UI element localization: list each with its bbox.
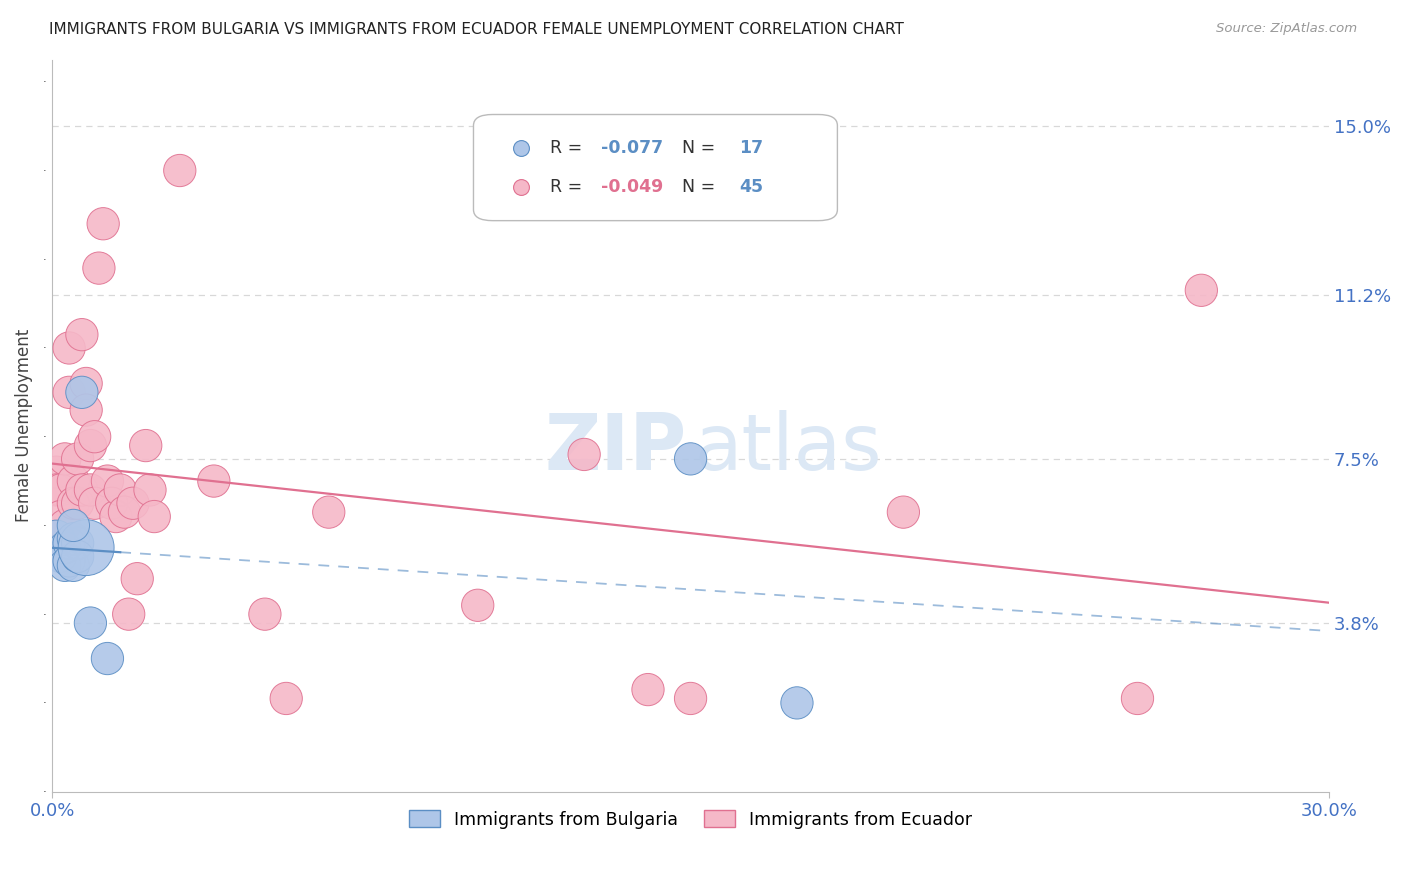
Point	[58, 385, 80, 400]
Point	[100, 496, 122, 510]
Text: 45: 45	[740, 178, 763, 196]
Point	[127, 572, 149, 586]
Point	[679, 451, 702, 466]
Point	[318, 505, 340, 519]
Point	[45, 483, 67, 497]
Point	[62, 496, 84, 510]
Text: ZIP: ZIP	[544, 409, 686, 485]
Point	[122, 496, 145, 510]
Point	[96, 651, 118, 665]
Text: R =: R =	[550, 139, 588, 157]
Point	[66, 536, 89, 550]
Point	[79, 615, 101, 630]
Point	[139, 483, 162, 497]
Point	[75, 541, 97, 555]
Point	[83, 430, 105, 444]
Point	[104, 509, 127, 524]
Point	[637, 682, 659, 697]
Text: N =: N =	[672, 139, 721, 157]
Point	[53, 518, 76, 533]
Point	[83, 496, 105, 510]
Y-axis label: Female Unemployment: Female Unemployment	[15, 329, 32, 522]
Point	[143, 509, 166, 524]
Point	[49, 549, 72, 564]
Point	[1126, 691, 1149, 706]
Point	[62, 518, 84, 533]
Point	[62, 532, 84, 546]
Point	[53, 558, 76, 573]
Point	[679, 691, 702, 706]
Point	[45, 465, 67, 479]
Point	[96, 474, 118, 488]
Text: Source: ZipAtlas.com: Source: ZipAtlas.com	[1216, 22, 1357, 36]
Point	[91, 217, 114, 231]
Text: 17: 17	[740, 139, 763, 157]
Point	[58, 536, 80, 550]
Text: atlas: atlas	[695, 409, 882, 485]
Text: N =: N =	[672, 178, 721, 196]
Point	[87, 261, 110, 276]
Point	[79, 439, 101, 453]
Point	[66, 549, 89, 564]
Text: R =: R =	[550, 178, 588, 196]
Point	[75, 376, 97, 391]
Text: -0.049: -0.049	[602, 178, 664, 196]
Point	[66, 451, 89, 466]
Point	[66, 496, 89, 510]
Point	[253, 607, 276, 622]
Point	[169, 163, 191, 178]
Point	[202, 474, 225, 488]
Point	[62, 474, 84, 488]
Point	[572, 447, 595, 461]
Point	[79, 483, 101, 497]
Point	[58, 554, 80, 568]
Point	[45, 532, 67, 546]
Point	[786, 696, 808, 710]
Point	[53, 541, 76, 555]
Text: -0.077: -0.077	[602, 139, 664, 157]
Point	[53, 451, 76, 466]
Point	[70, 385, 93, 400]
Point	[49, 483, 72, 497]
Point	[49, 509, 72, 524]
Point	[276, 691, 298, 706]
Point	[114, 505, 136, 519]
Point	[135, 439, 157, 453]
FancyBboxPatch shape	[474, 114, 838, 220]
Point	[893, 505, 915, 519]
Point	[1189, 283, 1212, 297]
Point	[118, 607, 141, 622]
Text: IMMIGRANTS FROM BULGARIA VS IMMIGRANTS FROM ECUADOR FEMALE UNEMPLOYMENT CORRELAT: IMMIGRANTS FROM BULGARIA VS IMMIGRANTS F…	[49, 22, 904, 37]
Legend: Immigrants from Bulgaria, Immigrants from Ecuador: Immigrants from Bulgaria, Immigrants fro…	[402, 804, 979, 836]
Point	[108, 483, 131, 497]
Point	[467, 599, 489, 613]
Point	[62, 558, 84, 573]
Point	[75, 403, 97, 417]
Point	[70, 483, 93, 497]
Point	[58, 341, 80, 355]
Point	[70, 327, 93, 342]
